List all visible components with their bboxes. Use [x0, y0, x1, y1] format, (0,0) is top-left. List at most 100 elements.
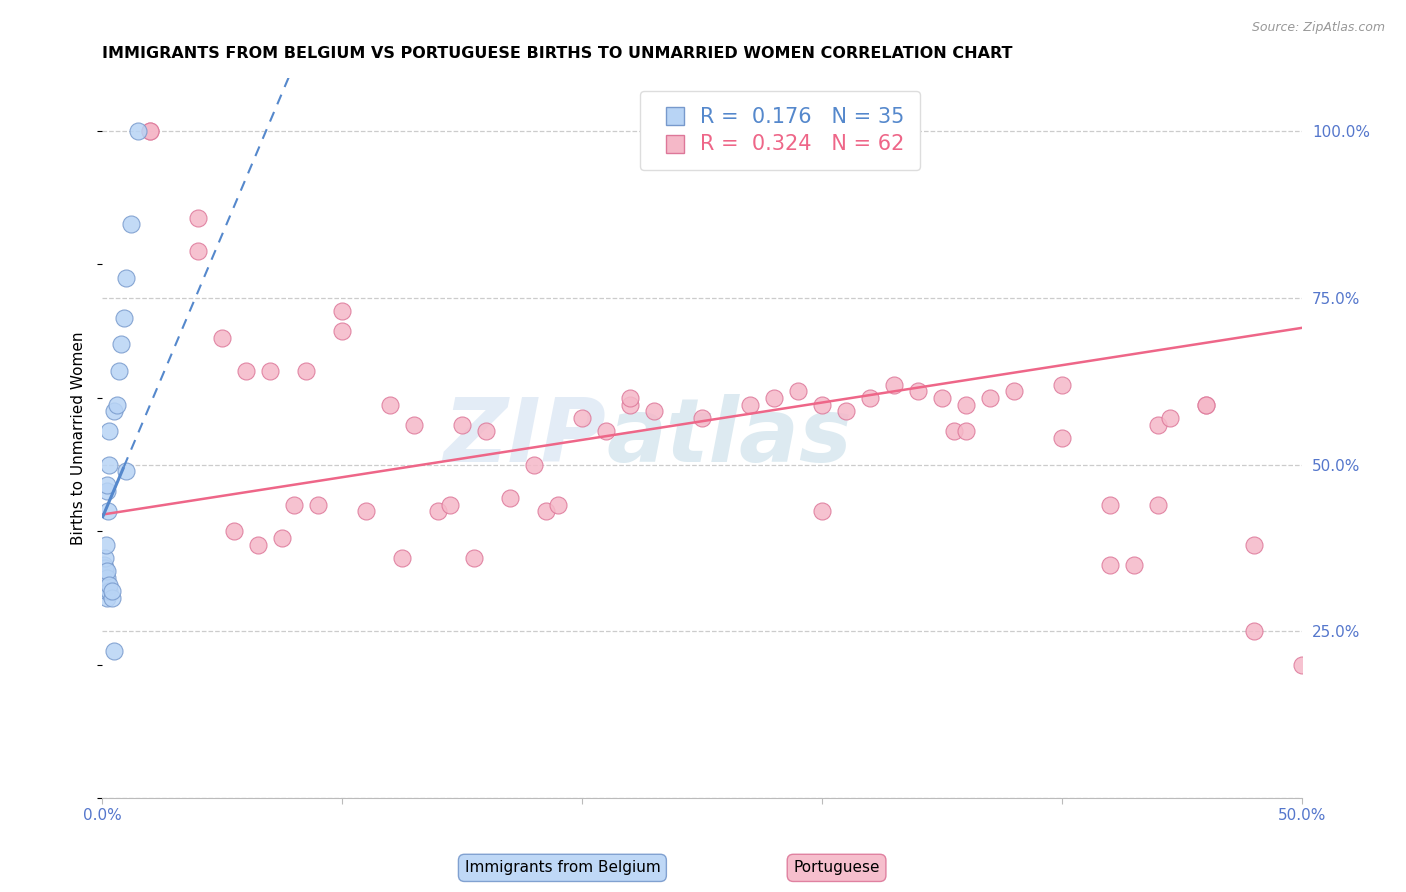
- Point: [283, 498, 305, 512]
- Point: [96, 477, 118, 491]
- Point: [499, 491, 522, 505]
- Point: [94, 538, 117, 552]
- Point: [93, 571, 115, 585]
- Point: [1123, 558, 1146, 572]
- Point: [224, 524, 246, 539]
- Point: [93, 577, 115, 591]
- Point: [943, 424, 966, 438]
- Point: [98, 584, 121, 599]
- Point: [931, 391, 953, 405]
- Point: [380, 397, 402, 411]
- Point: [96, 591, 118, 605]
- Text: IMMIGRANTS FROM BELGIUM VS PORTUGUESE BIRTHS TO UNMARRIED WOMEN CORRELATION CHAR: IMMIGRANTS FROM BELGIUM VS PORTUGUESE BI…: [103, 46, 1012, 62]
- Point: [690, 410, 713, 425]
- Point: [1050, 431, 1073, 445]
- Point: [93, 581, 115, 595]
- Point: [1050, 377, 1073, 392]
- Point: [619, 391, 641, 405]
- Point: [955, 397, 977, 411]
- Point: [1147, 417, 1170, 432]
- Point: [211, 331, 233, 345]
- Point: [96, 564, 118, 578]
- Point: [330, 304, 353, 318]
- Point: [1099, 498, 1122, 512]
- Point: [811, 504, 834, 518]
- Point: [523, 458, 546, 472]
- Point: [101, 584, 124, 599]
- Point: [859, 391, 882, 405]
- Point: [115, 464, 138, 478]
- Point: [354, 504, 377, 518]
- Text: Immigrants from Belgium: Immigrants from Belgium: [464, 861, 661, 875]
- Point: [330, 324, 353, 338]
- Point: [835, 404, 858, 418]
- Point: [463, 550, 485, 565]
- Point: [97, 504, 120, 518]
- Point: [955, 424, 977, 438]
- Point: [93, 567, 115, 582]
- Point: [98, 577, 121, 591]
- Point: [139, 124, 162, 138]
- Point: [1195, 397, 1218, 411]
- Point: [439, 498, 461, 512]
- Point: [120, 218, 142, 232]
- Point: [907, 384, 929, 399]
- Point: [108, 364, 131, 378]
- Point: [619, 397, 641, 411]
- Point: [187, 211, 209, 225]
- Point: [979, 391, 1001, 405]
- Point: [115, 270, 138, 285]
- Point: [1243, 538, 1265, 552]
- Text: Source: ZipAtlas.com: Source: ZipAtlas.com: [1251, 21, 1385, 34]
- Point: [259, 364, 281, 378]
- Point: [93, 561, 115, 575]
- Point: [93, 558, 115, 572]
- Point: [787, 384, 810, 399]
- Point: [96, 484, 118, 499]
- Point: [1195, 397, 1218, 411]
- Y-axis label: Births to Unmarried Women: Births to Unmarried Women: [72, 331, 86, 545]
- Point: [547, 498, 569, 512]
- Point: [740, 397, 762, 411]
- Point: [1147, 498, 1170, 512]
- Point: [139, 124, 162, 138]
- Point: [1002, 384, 1025, 399]
- Point: [427, 504, 450, 518]
- Point: [1159, 410, 1181, 425]
- Point: [643, 404, 665, 418]
- Point: [404, 417, 426, 432]
- Legend: R =  0.176   N = 35, R =  0.324   N = 62: R = 0.176 N = 35, R = 0.324 N = 62: [640, 91, 921, 169]
- Point: [93, 561, 115, 575]
- Point: [571, 410, 593, 425]
- Point: [93, 571, 115, 585]
- Point: [93, 564, 115, 578]
- Point: [1243, 624, 1265, 639]
- Point: [534, 504, 557, 518]
- Point: [595, 424, 617, 438]
- Point: [101, 591, 124, 605]
- Point: [94, 550, 117, 565]
- Point: [247, 538, 270, 552]
- Point: [1099, 558, 1122, 572]
- Point: [103, 404, 125, 418]
- Point: [105, 397, 128, 411]
- Point: [271, 531, 294, 545]
- Point: [187, 244, 209, 258]
- Point: [93, 574, 115, 589]
- Point: [103, 644, 125, 658]
- Point: [127, 124, 149, 138]
- Point: [307, 498, 329, 512]
- Point: [98, 424, 121, 438]
- Point: [295, 364, 318, 378]
- Text: Portuguese: Portuguese: [793, 861, 880, 875]
- Point: [475, 424, 498, 438]
- Point: [763, 391, 786, 405]
- Point: [451, 417, 474, 432]
- Point: [110, 337, 132, 351]
- Point: [96, 571, 118, 585]
- Text: atlas: atlas: [606, 394, 852, 482]
- Point: [811, 397, 834, 411]
- Point: [235, 364, 257, 378]
- Point: [96, 584, 118, 599]
- Point: [883, 377, 905, 392]
